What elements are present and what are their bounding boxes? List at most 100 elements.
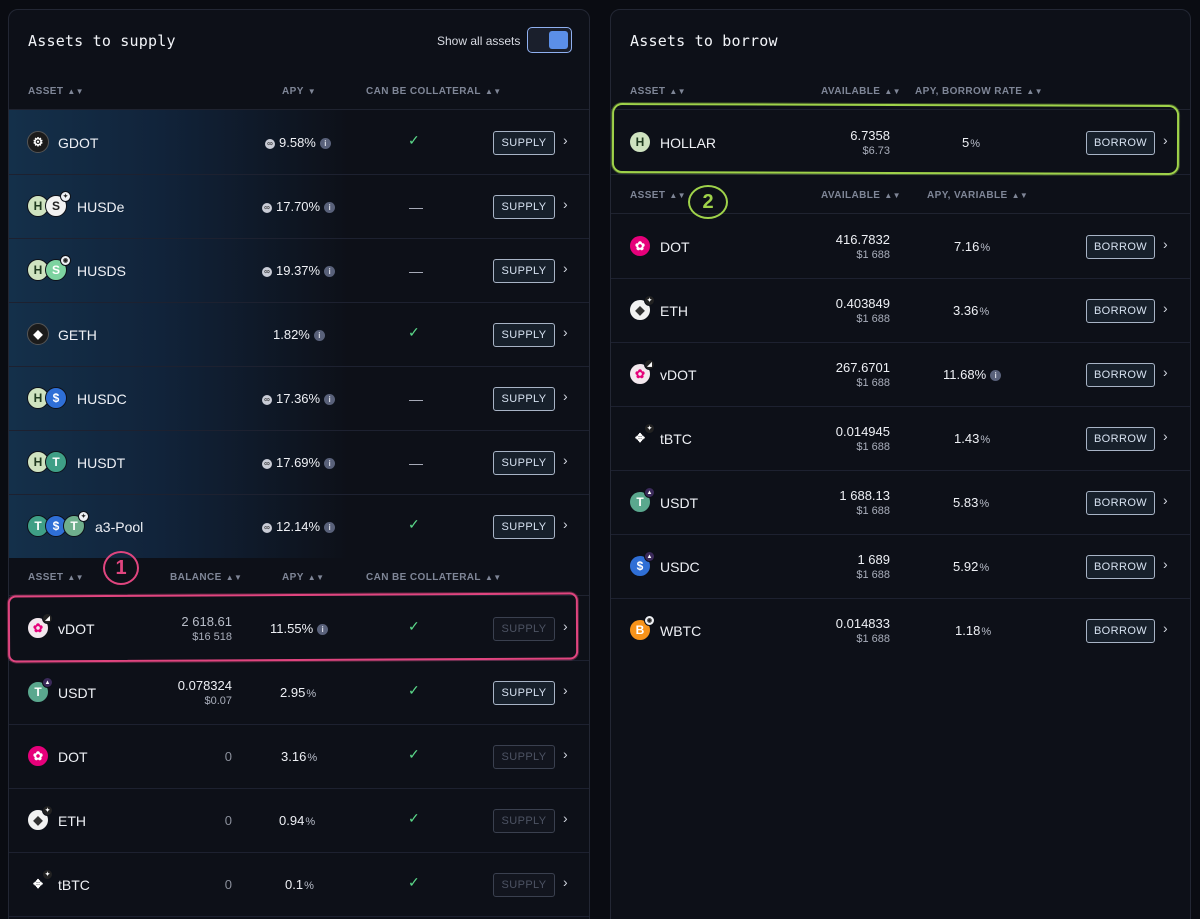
borrow-button[interactable]: BORROW — [1086, 427, 1155, 451]
balance-value: 0 — [224, 749, 232, 764]
borrow-button[interactable]: BORROW — [1086, 299, 1155, 323]
borrow-row-usdt[interactable]: T ▲ USDT 1 688.13 $1 688 5.83% BORROW › — [611, 471, 1190, 535]
eth-icon: ◆ ✦ — [629, 295, 655, 321]
borrow-row-wbtc[interactable]: B ◉ WBTC 0.014833 $1 688 1.18% BORROW › — [611, 599, 1190, 663]
col-collateral[interactable]: CAN BE COLLATERAL ▲▼ — [366, 86, 502, 97]
col-collateral[interactable]: CAN BE COLLATERAL ▲▼ — [366, 572, 502, 583]
chevron-right-icon[interactable]: › — [1163, 492, 1168, 508]
chevron-right-icon[interactable]: › — [1163, 620, 1168, 636]
chevron-right-icon[interactable]: › — [563, 196, 568, 212]
supply-button[interactable]: SUPPLY — [493, 451, 555, 475]
borrow-row-tbtc[interactable]: ✥ ✦ tBTC 0.014945 $1 688 1.43% BORROW › — [611, 407, 1190, 471]
chevron-right-icon[interactable]: › — [563, 874, 568, 890]
borrow-button[interactable]: BORROW — [1086, 363, 1155, 387]
hollar-icon: H — [629, 131, 651, 153]
borrow-row-hollar[interactable]: H HOLLAR 6.7358 $6.73 5% BORROW › — [611, 111, 1190, 175]
chevron-right-icon[interactable]: › — [563, 682, 568, 698]
supply-row-husde[interactable]: H S ✦ HUSDe ∞ 17.70% i — SUPPLY › — [9, 175, 589, 239]
chevron-right-icon[interactable]: › — [1163, 300, 1168, 316]
col-available[interactable]: AVAILABLE ▲▼ — [821, 190, 901, 201]
supply-row-husdc[interactable]: H $ HUSDC ∞ 17.36% i — SUPPLY › — [9, 367, 589, 431]
borrow-row-eth[interactable]: ◆ ✦ ETH 0.403849 $1 688 3.36% BORROW › — [611, 279, 1190, 343]
chevron-right-icon[interactable]: › — [563, 810, 568, 826]
supply-button[interactable]: SUPPLY — [493, 323, 555, 347]
usdc-icon: $ ▲ — [629, 551, 655, 577]
supply-row-dot[interactable]: ✿ DOT 0 3.16% ✓ SUPPLY › — [9, 725, 589, 789]
apy-value: 17.70% — [276, 199, 321, 214]
available-value: 0.014833 $1 688 — [835, 616, 890, 645]
chevron-right-icon[interactable]: › — [563, 132, 568, 148]
sort-icon: ▲▼ — [67, 87, 84, 96]
info-icon[interactable]: i — [324, 266, 336, 277]
col-apy[interactable]: APY ▼ — [282, 86, 317, 97]
badge-icon: ◉ — [60, 255, 71, 266]
info-icon[interactable]: i — [319, 138, 331, 149]
supply-button[interactable]: SUPPLY — [493, 131, 555, 155]
chevron-right-icon[interactable]: › — [563, 260, 568, 276]
info-icon[interactable]: i — [324, 202, 336, 213]
col-apy-variable[interactable]: APY, VARIABLE ▲▼ — [927, 190, 1029, 201]
supply-row-vdot[interactable]: ✿ ◢ vDOT 2 618.61 $16 518 11.55% i ✓ SUPPLY… — [9, 597, 589, 661]
apy-value: 5.83 — [953, 495, 979, 510]
supply-button[interactable]: SUPPLY — [493, 681, 555, 705]
borrow-button[interactable]: BORROW — [1086, 555, 1155, 579]
chevron-right-icon[interactable]: › — [563, 618, 568, 634]
info-icon[interactable]: i — [317, 624, 329, 635]
info-icon[interactable]: i — [324, 394, 336, 405]
borrow-row-vdot[interactable]: ✿ ◢ vDOT 267.6701 $1 688 11.68% i BORROW › — [611, 343, 1190, 407]
borrow-button[interactable]: BORROW — [1086, 619, 1155, 643]
check-icon: ✓ — [408, 682, 420, 698]
chevron-right-icon[interactable]: › — [563, 388, 568, 404]
supply-button[interactable]: SUPPLY — [493, 195, 555, 219]
col-asset[interactable]: ASSET ▲▼ — [28, 86, 84, 97]
supply-row-gdot[interactable]: ⚙ GDOT ∞ 9.58% i ✓ SUPPLY › — [9, 111, 589, 175]
borrow-button[interactable]: BORROW — [1086, 491, 1155, 515]
info-icon[interactable]: i — [324, 522, 336, 533]
supply-button[interactable]: SUPPLY — [493, 387, 555, 411]
supply-row-a3-pool[interactable]: T $ T ✦ a3-Pool ∞ 12.14% i ✓ SUPPLY › — [9, 495, 589, 559]
supply-row-tbtc[interactable]: ✥ ✦ tBTC 0 0.1% ✓ SUPPLY › — [9, 853, 589, 917]
supply-button[interactable]: SUPPLY — [493, 617, 555, 641]
col-balance[interactable]: BALANCE ▲▼ — [170, 572, 243, 583]
col-available[interactable]: AVAILABLE ▲▼ — [821, 86, 901, 97]
col-apy[interactable]: APY ▲▼ — [282, 572, 325, 583]
chevron-right-icon[interactable]: › — [1163, 364, 1168, 380]
supply-button[interactable]: SUPPLY — [493, 809, 555, 833]
borrow-row-usdc[interactable]: $ ▲ USDC 1 689 $1 688 5.92% BORROW › — [611, 535, 1190, 599]
info-icon[interactable]: i — [313, 330, 325, 341]
chevron-right-icon[interactable]: › — [563, 324, 568, 340]
chevron-right-icon[interactable]: › — [1163, 236, 1168, 252]
col-asset[interactable]: ASSET ▲▼ — [28, 572, 84, 583]
chevron-right-icon[interactable]: › — [1163, 556, 1168, 572]
supply-row-eth[interactable]: ◆ ✦ ETH 0 0.94% ✓ SUPPLY › — [9, 789, 589, 853]
info-icon[interactable]: i — [324, 458, 336, 469]
borrow-row-dot[interactable]: ✿ DOT 416.7832 $1 688 7.16% BORROW › — [611, 215, 1190, 279]
supply-row-geth[interactable]: ◆ GETH 1.82% i ✓ SUPPLY › — [9, 303, 589, 367]
info-icon[interactable]: i — [990, 370, 1002, 381]
borrow-button[interactable]: BORROW — [1086, 131, 1155, 155]
chevron-right-icon[interactable]: › — [1163, 132, 1168, 148]
chevron-right-icon[interactable]: › — [563, 746, 568, 762]
check-icon: ✓ — [408, 746, 420, 762]
col-borrow-rate[interactable]: APY, BORROW RATE ▲▼ — [915, 86, 1043, 97]
check-icon: ✓ — [408, 516, 420, 532]
show-all-assets-toggle[interactable] — [527, 27, 572, 53]
sort-icon: ▲▼ — [484, 573, 502, 582]
supply-row-husds[interactable]: H S ◉ HUSDS ∞ 19.37% i — SUPPLY › — [9, 239, 589, 303]
supply-button[interactable]: SUPPLY — [493, 873, 555, 897]
supply-button[interactable]: SUPPLY — [493, 259, 555, 283]
chevron-right-icon[interactable]: › — [563, 452, 568, 468]
chevron-right-icon[interactable]: › — [563, 516, 568, 532]
borrow-button[interactable]: BORROW — [1086, 235, 1155, 259]
husde-icon: S ✦ — [45, 191, 71, 217]
husds-icon: S ◉ — [45, 255, 71, 281]
supply-button[interactable]: SUPPLY — [493, 515, 555, 539]
supply-row-usdt[interactable]: T ▲ USDT 0.078324 $0.07 2.95% ✓ SUPPLY › — [9, 661, 589, 725]
chevron-right-icon[interactable]: › — [1163, 428, 1168, 444]
col-asset[interactable]: ASSET ▲▼ — [630, 190, 686, 201]
asset-name: HUSDT — [77, 455, 126, 471]
supply-button[interactable]: SUPPLY — [493, 745, 555, 769]
badge-icon: ▲ — [644, 487, 655, 498]
col-asset[interactable]: ASSET ▲▼ — [630, 86, 686, 97]
